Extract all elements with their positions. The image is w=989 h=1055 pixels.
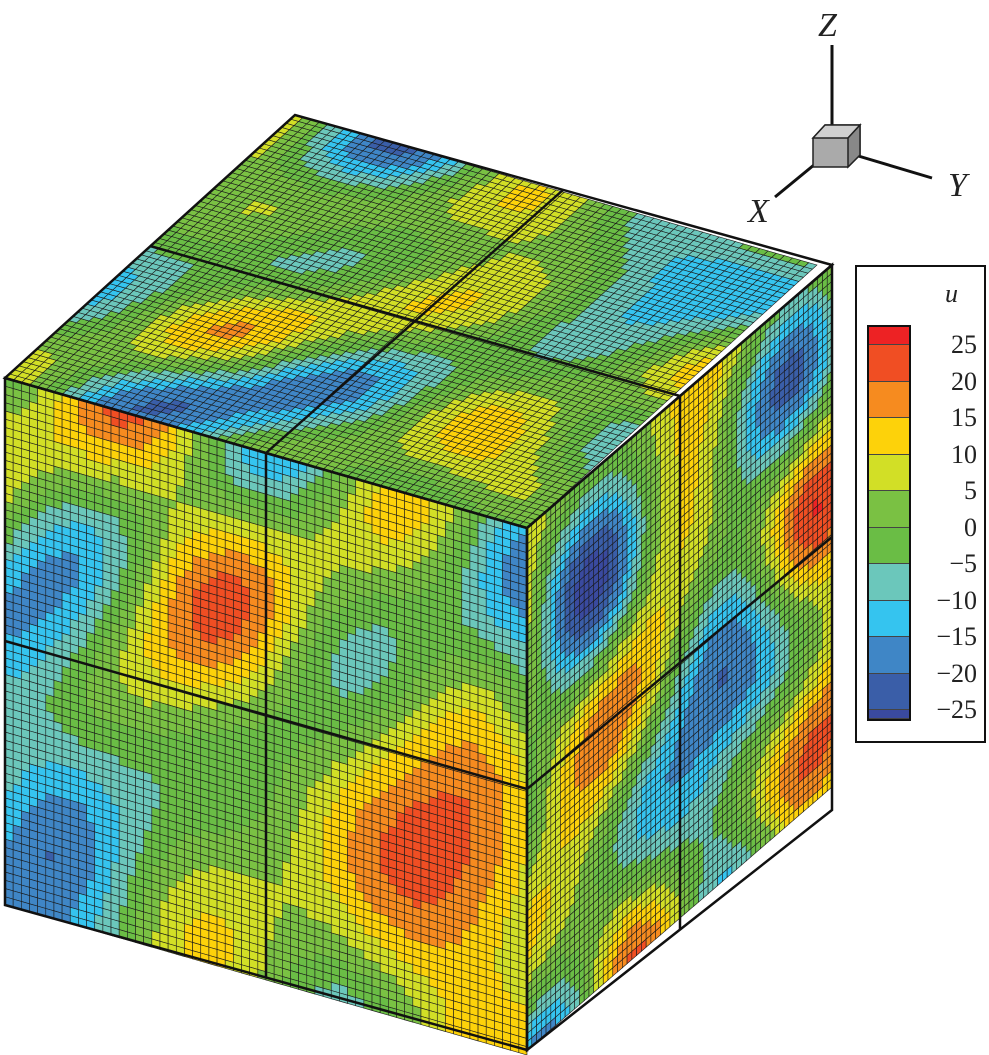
cube-contour-plot: Z Y X <box>0 0 989 1055</box>
